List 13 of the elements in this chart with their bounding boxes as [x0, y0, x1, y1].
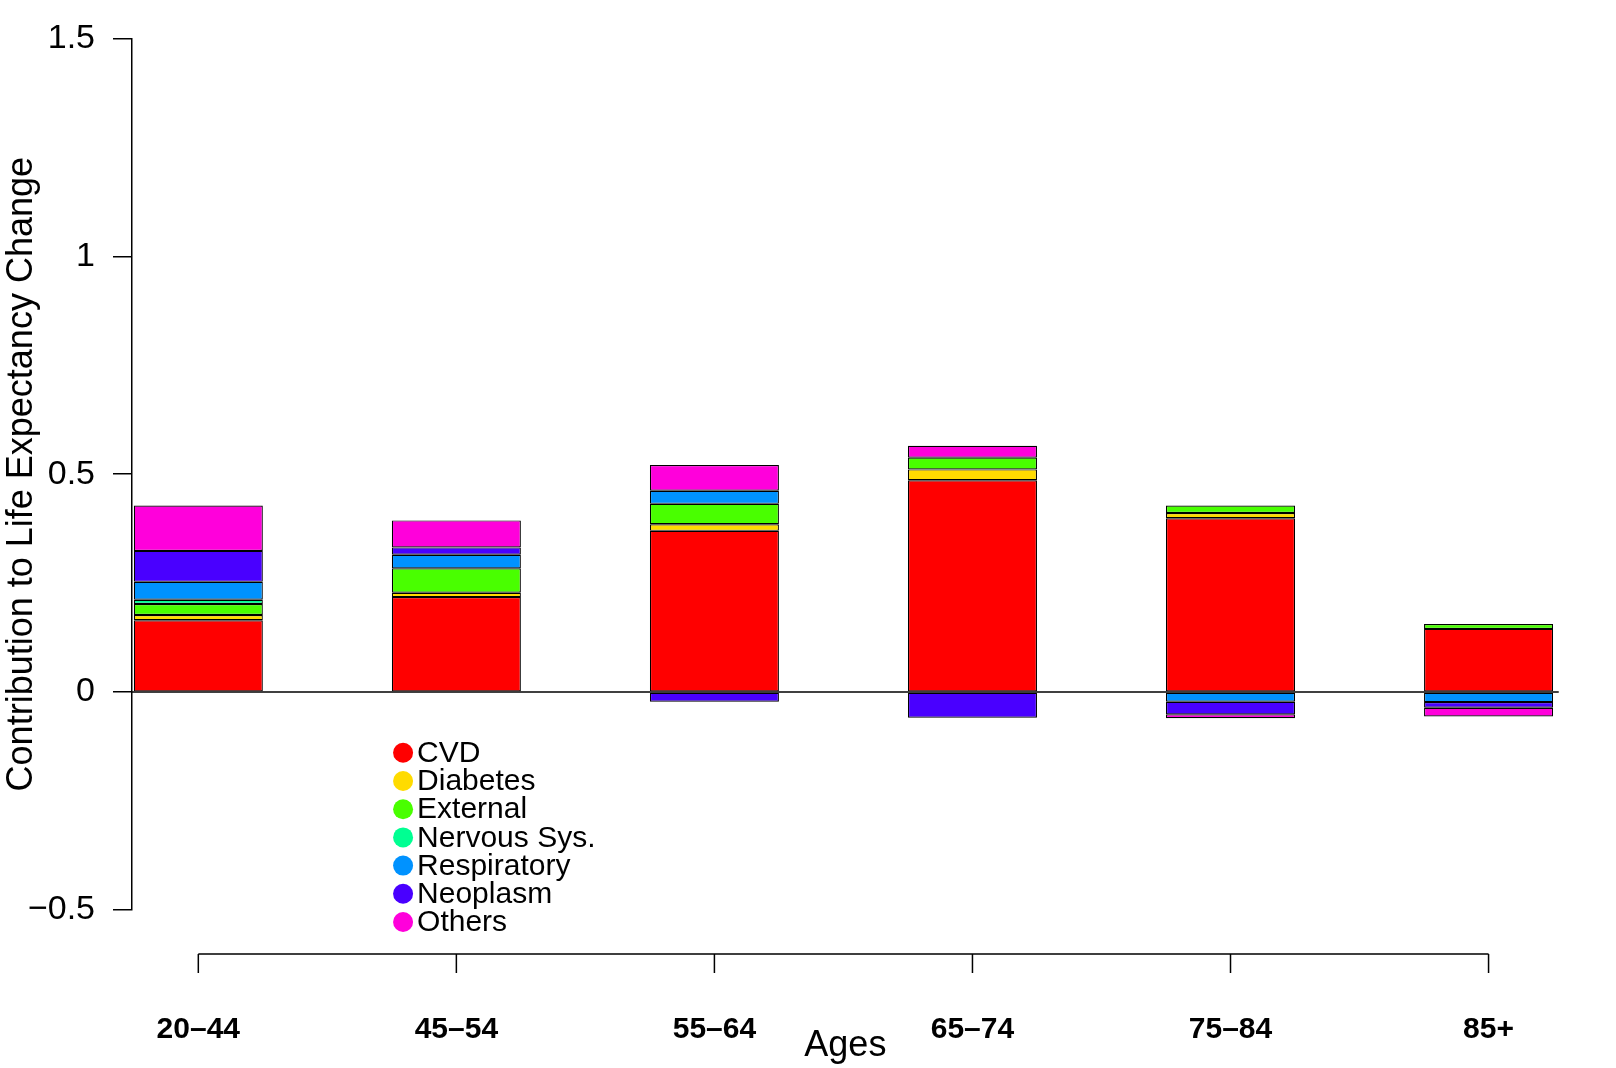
y-axis-title: Contribution to Life Expectancy Change — [0, 157, 40, 792]
y-tick-label: −0.5 — [27, 888, 95, 927]
x-tick-label: 65–74 — [930, 1011, 1015, 1045]
x-tick-label: 45–54 — [414, 1011, 499, 1045]
y-tick-label: 1 — [76, 234, 95, 273]
x-tick-label: 75–84 — [1188, 1011, 1273, 1045]
x-tick-label: 55–64 — [672, 1011, 757, 1045]
x-tick-label: 20–44 — [156, 1011, 241, 1045]
y-tick-label: 1.5 — [47, 16, 95, 55]
x-axis-title: Ages — [804, 1023, 887, 1065]
y-tick-label: 0 — [76, 670, 95, 709]
x-tick-label: 85+ — [1463, 1011, 1514, 1045]
y-tick-label: 0.5 — [47, 452, 95, 491]
